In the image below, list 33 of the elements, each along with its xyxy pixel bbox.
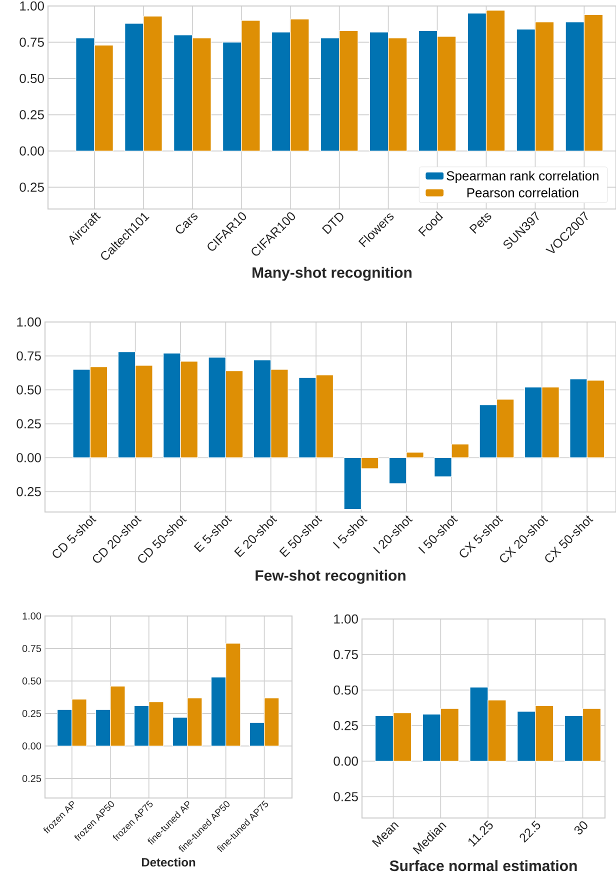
y-tick-label: 0.75 <box>22 644 42 652</box>
y-tick-label: 0.25 <box>334 721 358 730</box>
y-tick-label: 1.00 <box>17 317 41 327</box>
y-tick-label: 0.75 <box>334 650 358 660</box>
y-tick-label: 0.75 <box>16 351 41 361</box>
y-tick-label: 0.00 <box>22 742 42 750</box>
x-axis-title: Many-shot recognition <box>252 266 412 281</box>
x-tick-label: 30 <box>574 821 588 834</box>
y-tick-label: 0.25 <box>22 710 42 718</box>
y-tick-label: 0.25 <box>22 774 42 782</box>
y-tick-label: 1.00 <box>20 1 44 11</box>
y-tick-label: 0.25 <box>20 182 44 192</box>
x-axis-title: Few-shot recognition <box>256 570 406 584</box>
y-tick-label: 0.25 <box>334 792 358 802</box>
y-tick-label: 0.00 <box>16 453 41 462</box>
x-tick-label: Cars <box>176 213 198 234</box>
y-tick-label: 0.25 <box>16 419 41 428</box>
y-tick-label: 0.00 <box>20 146 44 156</box>
x-tick-label: Pets <box>469 213 492 234</box>
y-tick-label: 0.50 <box>20 74 44 84</box>
y-tick-label: 0.75 <box>20 38 44 47</box>
y-tick-label: 0.25 <box>16 487 41 496</box>
y-tick-label: 0.50 <box>334 685 358 695</box>
y-tick-label: 0.00 <box>334 756 358 766</box>
y-tick-label: 0.50 <box>22 677 42 685</box>
y-tick-label: 0.50 <box>16 385 41 394</box>
legend-label: Pearson correlation <box>467 188 578 198</box>
y-tick-label: 1.00 <box>334 614 358 624</box>
x-axis-title: Detection <box>142 858 196 867</box>
x-axis-title: Surface normal estimation <box>390 860 577 872</box>
legend-label: Spearman rank correlation <box>446 170 598 184</box>
y-tick-label: 1.00 <box>22 612 42 620</box>
y-tick-label: 0.25 <box>20 110 44 120</box>
